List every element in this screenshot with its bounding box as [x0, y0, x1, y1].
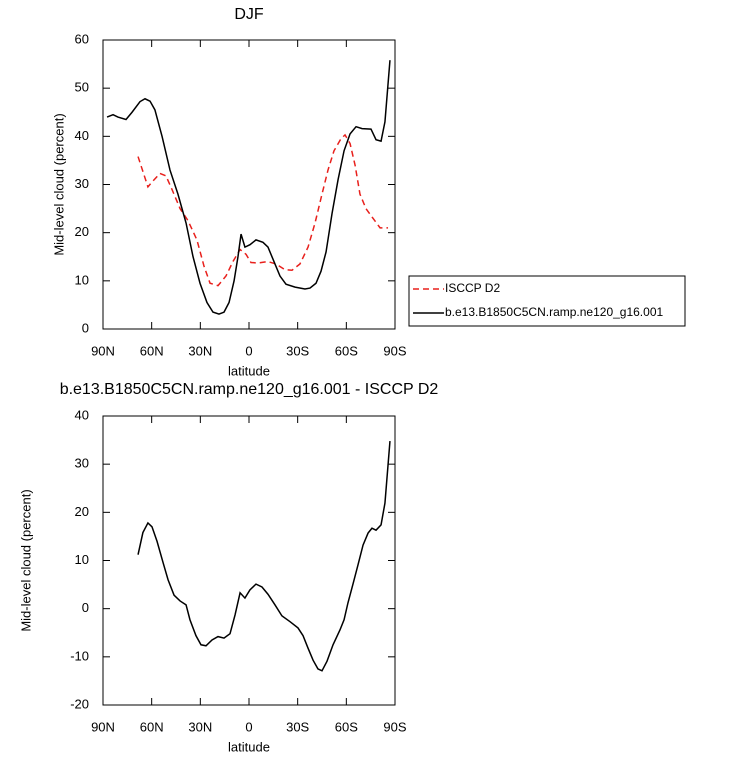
x-tick-label: 90N: [91, 343, 115, 358]
y-tick-label: 40: [75, 407, 89, 422]
x-tick-label: 0: [245, 343, 252, 358]
y-tick-label: 60: [75, 31, 89, 46]
chart-title: DJF: [234, 6, 264, 23]
data-line: [137, 440, 391, 672]
y-tick-label: 50: [75, 80, 89, 95]
y-tick-label: -20: [70, 696, 89, 711]
y-tick-label: 20: [75, 504, 89, 519]
y-tick-label: 40: [75, 128, 89, 143]
x-tick-label: 30N: [188, 343, 212, 358]
x-tick-label: 60S: [335, 719, 358, 734]
y-tick-label: 0: [82, 320, 89, 335]
y-tick-label: -10: [70, 648, 89, 663]
x-tick-label: 30S: [286, 719, 309, 734]
y-axis-label: Mid-level cloud (percent): [18, 489, 33, 631]
x-axis-label: latitude: [228, 363, 270, 378]
x-tick-label: 60N: [140, 719, 164, 734]
y-tick-label: 10: [75, 552, 89, 567]
x-tick-label: 60N: [140, 343, 164, 358]
x-tick-label: 90S: [383, 343, 406, 358]
x-tick-label: 90N: [91, 719, 115, 734]
x-tick-label: 60S: [335, 343, 358, 358]
chart-title: b.e13.B1850C5CN.ramp.ne120_g16.001 - ISC…: [60, 381, 439, 398]
x-axis-label: latitude: [228, 739, 270, 754]
y-tick-label: 30: [75, 176, 89, 191]
plot-frame: [102, 415, 396, 706]
data-line: [137, 133, 389, 287]
y-tick-label: 0: [82, 600, 89, 615]
x-tick-label: 30N: [188, 719, 212, 734]
x-tick-label: 90S: [383, 719, 406, 734]
legend-label: ISCCP D2: [445, 281, 500, 295]
y-tick-label: 10: [75, 272, 89, 287]
legend-box: [408, 275, 686, 327]
y-tick-label: 20: [75, 224, 89, 239]
x-tick-label: 0: [245, 719, 252, 734]
data-line: [106, 60, 391, 315]
x-tick-label: 30S: [286, 343, 309, 358]
legend-label: b.e13.B1850C5CN.ramp.ne120_g16.001: [445, 305, 663, 319]
y-axis-label: Mid-level cloud (percent): [51, 113, 66, 255]
y-tick-label: 30: [75, 456, 89, 471]
plot-frame: [102, 39, 396, 330]
